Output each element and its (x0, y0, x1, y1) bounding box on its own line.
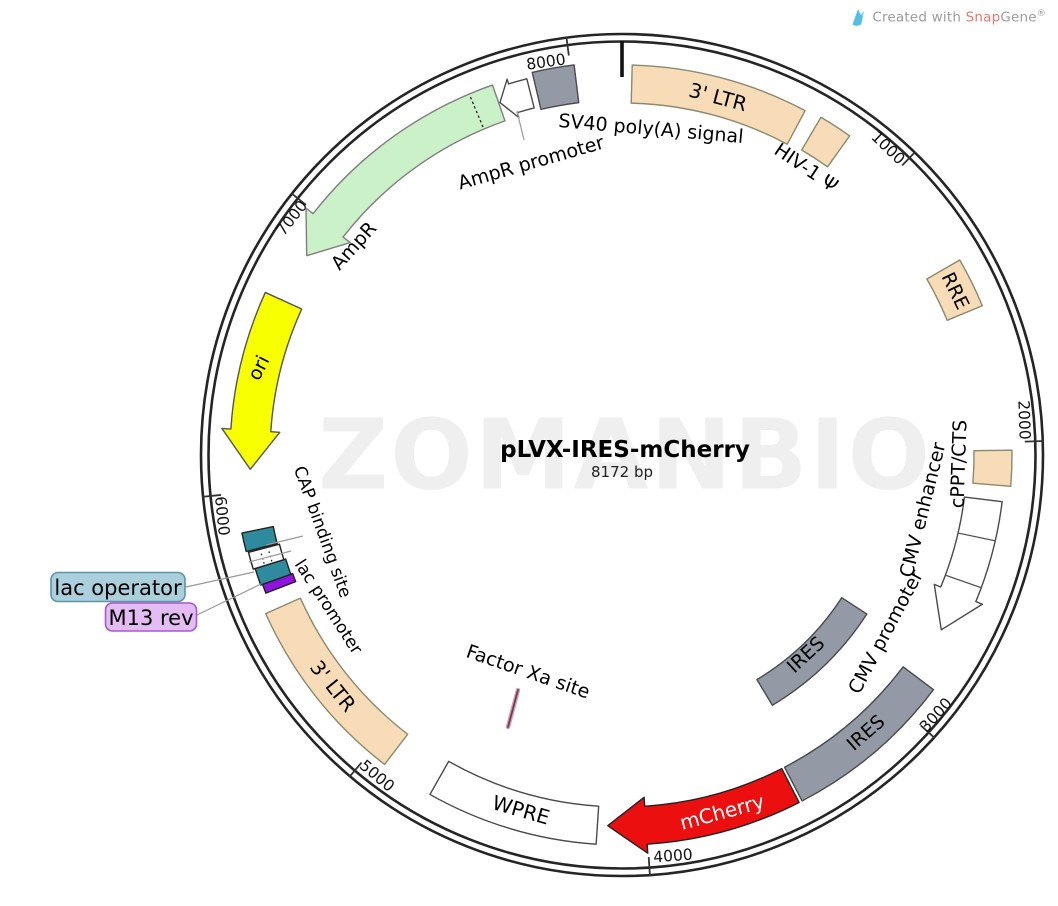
lac-promoter-dots-2 (259, 551, 265, 564)
tick-label-2000: 2000 (1014, 400, 1033, 440)
tick-2000 (1024, 440, 1044, 443)
credit-brand-snap: Snap (965, 9, 1001, 26)
tick-4000 (647, 857, 651, 877)
leader-lines (185, 110, 525, 730)
leader-m13-rev (196, 583, 262, 616)
tick-label-1000: 1000 (868, 128, 909, 168)
tick-label-6000: 6000 (211, 495, 233, 536)
features (221, 64, 1013, 854)
feature-3-ltr-top (630, 64, 806, 145)
tick-5000 (348, 761, 363, 778)
snapgene-flame-icon (852, 9, 865, 26)
factor-xa-marker (507, 689, 519, 728)
leader-lac-promoter (248, 550, 292, 563)
feature-3-ltr-bottom (265, 597, 409, 766)
feature-ampr (305, 84, 506, 257)
plasmid-size: 8172 bp (591, 463, 653, 481)
tick-1000 (901, 151, 917, 166)
label-factor-xa: Factor Xa site (463, 641, 592, 704)
tag-lac-operator-box (50, 571, 186, 603)
ampr-dotted-divider (469, 95, 484, 128)
watermark-text: ZOMANBIO (318, 399, 932, 512)
label-cppt-cts: cPPT/CTS (946, 419, 971, 508)
tick-3000 (920, 724, 936, 739)
plasmid-title: pLVX-IRES-mCherry (500, 437, 750, 463)
divider-cmv-enhancer (957, 532, 997, 542)
feature-wpre (429, 760, 600, 845)
feature-cmv-enh-prom (933, 496, 1003, 631)
feature-sv40-polya (531, 64, 580, 111)
tick-7000 (290, 192, 307, 206)
feature-ori (221, 291, 303, 470)
feature-cppt-cts (972, 449, 1013, 487)
feature-ires-inner (756, 596, 868, 706)
feature-hiv1-psi (800, 116, 851, 168)
leader-ampr-promoter (516, 110, 525, 141)
tag-lac-operator: lac operator (50, 571, 186, 603)
feature-m13-rev (261, 572, 297, 594)
lac-promoter-dots-1 (267, 548, 273, 562)
credit-text: Created with SnapGene® (872, 9, 1046, 26)
tick-8000 (565, 36, 570, 56)
tag-lac-operator-text: lac operator (54, 576, 182, 600)
label-ampr-promoter: AmpR promoter (455, 132, 606, 195)
snapgene-credit: Created with SnapGene® (850, 8, 1046, 27)
leader-lac-operator (185, 571, 255, 588)
feature-mcherry (607, 767, 800, 854)
feature-rre (926, 259, 984, 321)
feature-ampr-promoter (499, 78, 535, 119)
tag-m13-rev-text: M13 rev (108, 606, 193, 630)
tick-label-4000: 4000 (653, 846, 694, 867)
divider-cmv-promoter (944, 574, 983, 589)
tag-m13-rev-box (104, 602, 198, 632)
leader-cap-binding-site (265, 535, 304, 546)
feature-ires (783, 666, 935, 802)
tick-6000 (201, 494, 222, 498)
plasmid-backbone (199, 32, 1045, 878)
tag-m13-rev: M13 rev (104, 602, 198, 632)
feature-lac-operator (254, 558, 292, 586)
feature-lac-promoter (247, 543, 285, 570)
